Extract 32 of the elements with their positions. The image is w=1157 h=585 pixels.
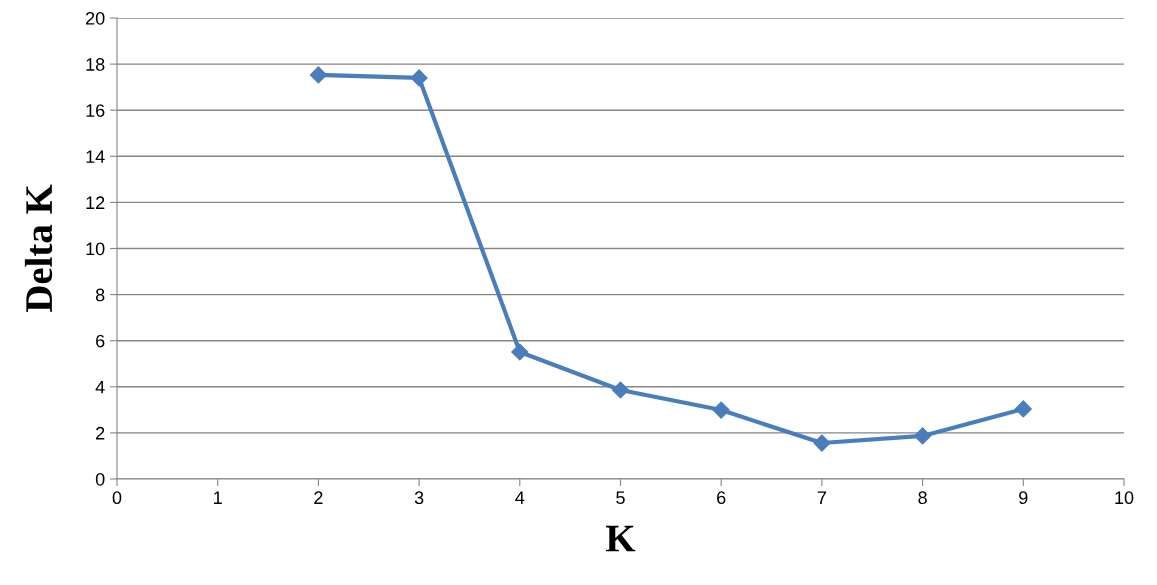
x-tick-label: 1 [214, 491, 222, 504]
x-tick-label: 3 [414, 491, 424, 505]
y-tick-label: 6 [96, 334, 105, 348]
point [1014, 400, 1032, 418]
point [410, 69, 428, 87]
y-tick-label: 10 [86, 242, 105, 256]
y-tick-label: 8 [95, 288, 105, 302]
y-axis-title: Delta K [24, 184, 53, 313]
point [813, 434, 831, 452]
x-axis-title: K [606, 525, 636, 552]
x-tick-label: 5 [616, 491, 625, 505]
point [712, 401, 730, 419]
y-tick-label: 4 [95, 380, 105, 394]
point [309, 66, 327, 84]
y-tick-label: 18 [86, 58, 105, 71]
y-tick-label: 0 [95, 472, 105, 486]
x-tick-label: 7 [817, 491, 827, 504]
point [511, 343, 529, 361]
x-tick-label: 2 [314, 491, 323, 504]
point [611, 381, 630, 399]
y-tick-label: 14 [86, 150, 105, 163]
x-tick-label: 9 [1019, 491, 1028, 505]
x-tick-label: 0 [112, 491, 122, 505]
y-tick-label: 12 [86, 196, 105, 209]
x-tick-label: 10 [1115, 491, 1134, 505]
point [914, 427, 932, 445]
x-tick-label: 6 [717, 491, 726, 505]
y-tick-label: 20 [86, 11, 105, 25]
y-tick-label: 16 [86, 104, 105, 117]
x-tick-label: 4 [515, 491, 525, 504]
y-tick-label: 2 [96, 426, 105, 440]
x-tick-label: 8 [918, 491, 927, 505]
